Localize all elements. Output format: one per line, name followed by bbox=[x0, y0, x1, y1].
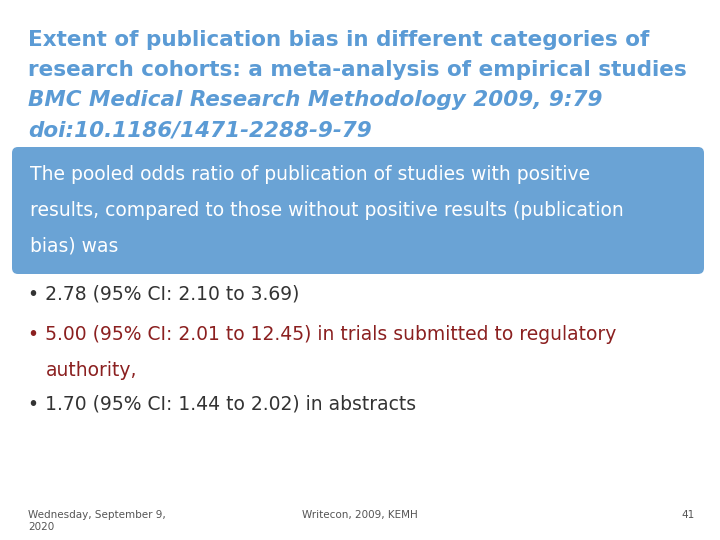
Text: Wednesday, September 9,
2020: Wednesday, September 9, 2020 bbox=[28, 510, 166, 531]
Text: doi:10.1186/1471-2288-9-79: doi:10.1186/1471-2288-9-79 bbox=[28, 120, 372, 140]
Text: research cohorts: a meta-analysis of empirical studies: research cohorts: a meta-analysis of emp… bbox=[28, 60, 687, 80]
Text: authority,: authority, bbox=[46, 361, 138, 380]
Text: • 2.78 (95% CI: 2.10 to 3.69): • 2.78 (95% CI: 2.10 to 3.69) bbox=[28, 285, 300, 304]
Text: bias) was: bias) was bbox=[30, 237, 118, 256]
Text: Writecon, 2009, KEMH: Writecon, 2009, KEMH bbox=[302, 510, 418, 520]
Text: 41: 41 bbox=[682, 510, 695, 520]
Text: • 5.00 (95% CI: 2.01 to 12.45) in trials submitted to regulatory: • 5.00 (95% CI: 2.01 to 12.45) in trials… bbox=[28, 325, 616, 344]
FancyBboxPatch shape bbox=[12, 147, 704, 274]
Text: Extent of publication bias in different categories of: Extent of publication bias in different … bbox=[28, 30, 649, 50]
Text: The pooled odds ratio of publication of studies with positive: The pooled odds ratio of publication of … bbox=[30, 165, 590, 184]
Text: • 1.70 (95% CI: 1.44 to 2.02) in abstracts: • 1.70 (95% CI: 1.44 to 2.02) in abstrac… bbox=[28, 395, 416, 414]
Text: results, compared to those without positive results (publication: results, compared to those without posit… bbox=[30, 201, 624, 220]
Text: BMC Medical Research Methodology 2009, 9:79: BMC Medical Research Methodology 2009, 9… bbox=[28, 90, 603, 110]
